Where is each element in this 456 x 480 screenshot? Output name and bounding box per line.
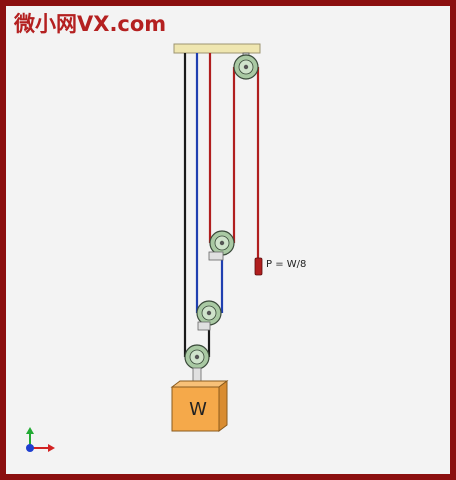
ceiling-beam	[173, 43, 261, 54]
weight-box	[170, 380, 229, 432]
rope-handle	[254, 257, 263, 276]
top-pulley	[233, 52, 259, 80]
movable-pulley-1	[208, 230, 235, 261]
rope-red	[208, 53, 260, 262]
movable-pulley-3	[184, 344, 210, 385]
xyz-axes-icon	[26, 427, 55, 452]
watermark-text: 微小网VX.com	[14, 12, 167, 36]
weight-label: W	[189, 398, 207, 420]
movable-pulley-2	[196, 300, 222, 331]
force-label: P = W/8	[266, 259, 307, 270]
